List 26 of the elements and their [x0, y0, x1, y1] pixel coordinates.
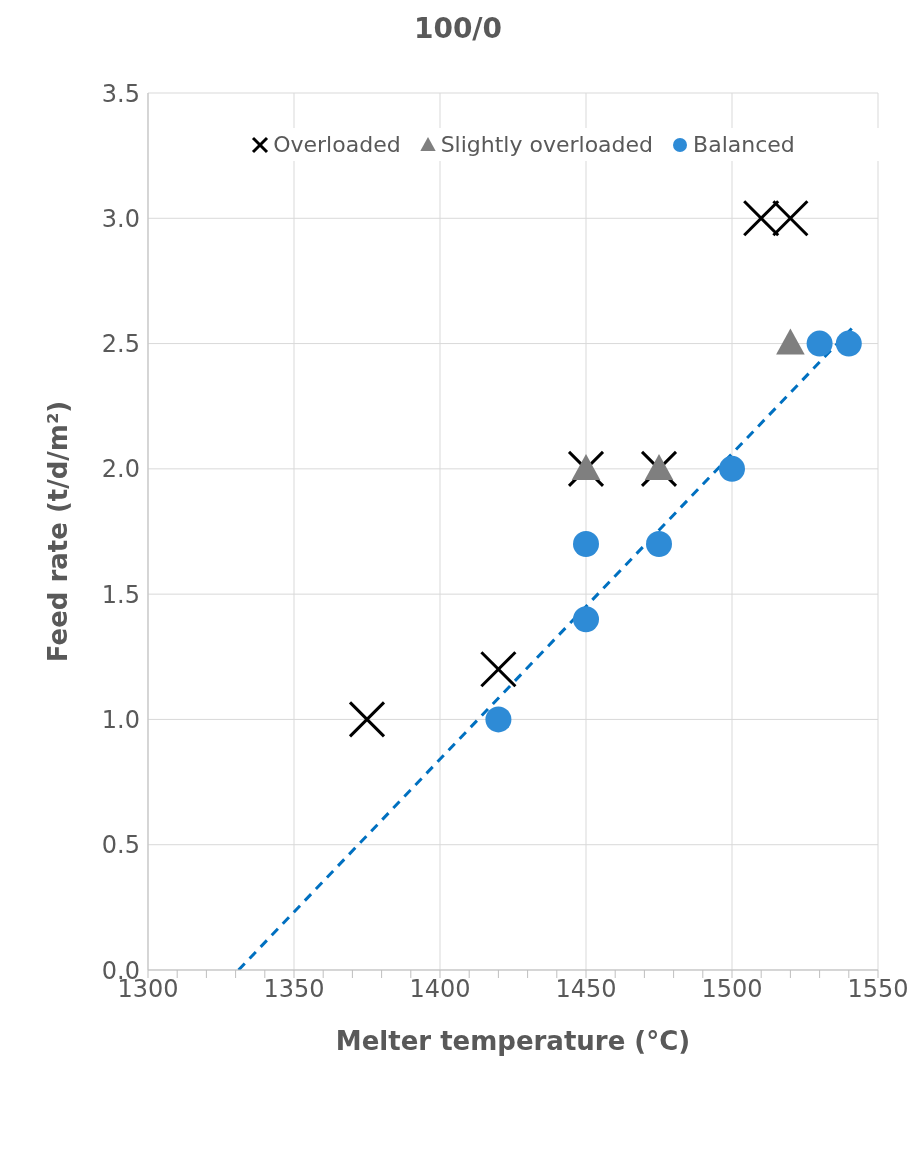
- y-tick-label: 1.0: [101, 705, 140, 734]
- point: [776, 328, 805, 355]
- point: [806, 330, 833, 357]
- y-tick-label: 2.0: [101, 455, 140, 484]
- y-tick-label: 3.0: [101, 204, 140, 233]
- x-tick-label: 1350: [263, 975, 325, 1004]
- y-tick-label: 2.5: [101, 330, 140, 359]
- y-tick-label: 0.5: [101, 831, 140, 860]
- legend-label: Slightly overloaded: [440, 132, 654, 157]
- x-tick-label: 1400: [409, 975, 471, 1004]
- point: [573, 531, 599, 558]
- point: [573, 606, 599, 633]
- point: [646, 531, 672, 558]
- x-tick-label: 1500: [701, 975, 763, 1004]
- y-tick-label: 1.5: [101, 580, 140, 609]
- x-axis-title: Melter temperature (°C): [335, 1026, 691, 1056]
- y-tick-label: 3.5: [101, 79, 140, 108]
- chart-title: 100/0: [412, 12, 504, 45]
- x-tick-label: 1450: [555, 975, 617, 1004]
- y-axis-title: Feed rate (t/d/m²): [43, 400, 74, 663]
- point: [485, 706, 512, 733]
- point: [719, 455, 745, 482]
- legend-label: Overloaded: [273, 132, 401, 157]
- x-tick-label: 1550: [847, 975, 909, 1004]
- legend-label: Balanced: [693, 132, 795, 157]
- point: [835, 330, 862, 357]
